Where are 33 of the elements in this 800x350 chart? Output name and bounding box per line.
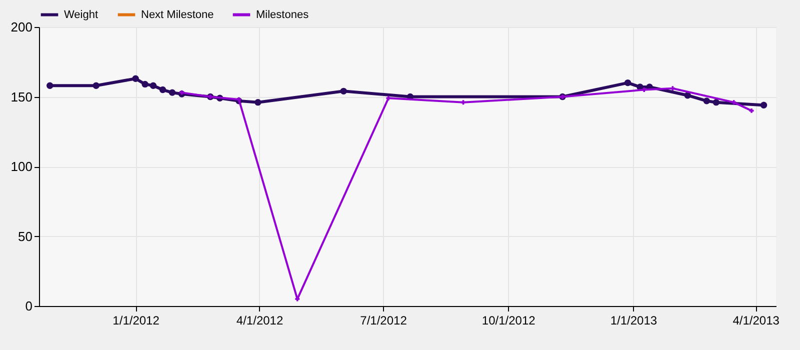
point	[254, 98, 262, 106]
point	[132, 75, 139, 82]
point	[46, 82, 54, 89]
point	[386, 96, 391, 100]
x-tick-label: 4/1/2013	[732, 314, 780, 328]
point	[703, 98, 710, 104]
point	[236, 97, 242, 102]
x-tick-label: 4/1/2012	[236, 314, 284, 328]
x-tick-label: 7/1/2012	[360, 314, 408, 328]
point	[642, 88, 646, 92]
x-tick-label: 1/1/2012	[112, 314, 160, 328]
point	[168, 89, 176, 96]
point	[749, 108, 754, 113]
y-tick-label: 100	[10, 159, 32, 174]
x-tick-label: 10/1/2012	[482, 314, 536, 328]
legend-label: Next Milestone	[141, 8, 214, 21]
y-tick-label: 0	[25, 298, 32, 314]
y-tick-label: 50	[18, 228, 32, 244]
point	[684, 92, 691, 99]
point	[712, 98, 720, 106]
point	[159, 86, 166, 94]
point	[624, 79, 632, 86]
x-tick-label: 1/1/2013	[610, 314, 658, 328]
point	[760, 102, 768, 108]
point	[180, 90, 184, 95]
legend-label: Weight	[64, 8, 98, 21]
point	[92, 82, 100, 89]
point	[340, 88, 347, 95]
y-tick-label: 150	[10, 89, 32, 104]
point	[150, 82, 157, 89]
point	[142, 80, 148, 88]
y-tick-label: 200	[10, 20, 32, 34]
legend-label: Milestones	[256, 8, 310, 21]
